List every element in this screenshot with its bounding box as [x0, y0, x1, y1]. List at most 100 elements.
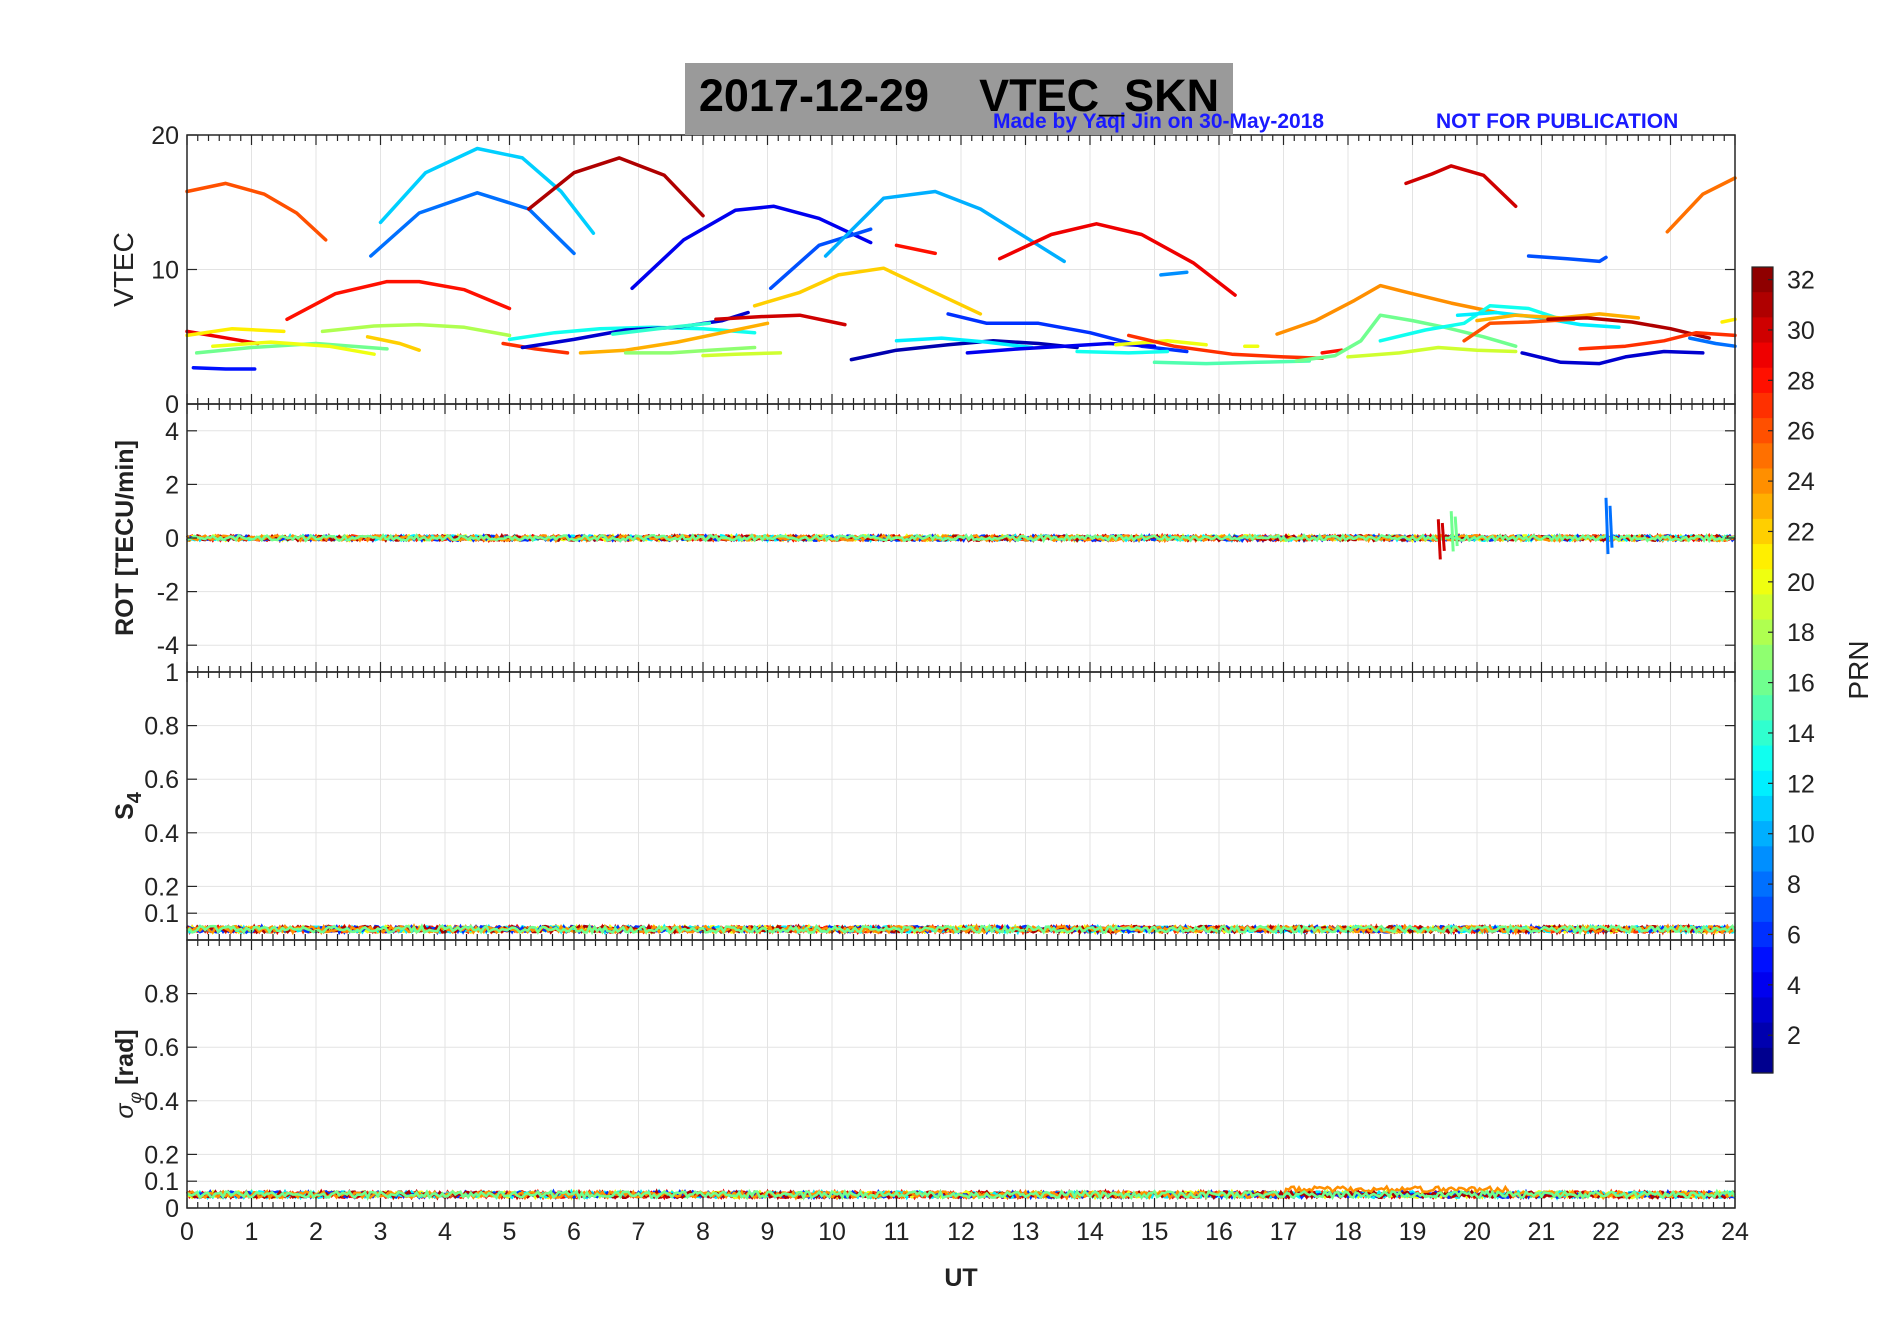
- y-axis-label-s4: S4: [111, 791, 146, 820]
- rot-spike-prn-30: [1436, 519, 1442, 560]
- y-axis-label-sigma: σφ [rad]: [111, 1029, 145, 1118]
- colorbar-tick-label: 28: [1787, 367, 1815, 395]
- vtec-series-prn-15: [1152, 359, 1312, 366]
- x-tick-label: 10: [818, 1218, 846, 1246]
- colorbar-bin: [1752, 267, 1773, 293]
- colorbar-bin: [1752, 569, 1773, 596]
- x-tick-label: 21: [1528, 1218, 1556, 1246]
- colorbar-bin: [1752, 644, 1773, 671]
- x-tick-label: 11: [884, 1218, 910, 1246]
- title-date: 2017-12-29: [698, 70, 930, 121]
- x-tick-label: 5: [503, 1218, 517, 1246]
- x-tick-label: 15: [1141, 1218, 1169, 1246]
- sigma-series-prn-16: [186, 1188, 1737, 1201]
- title-label: VTEC_SKN: [979, 70, 1220, 121]
- vtec-series-prn-8: [369, 191, 576, 258]
- vtec-series-prn-23: [578, 321, 770, 355]
- vtec-series-prn-2: [849, 339, 1079, 362]
- vtec-series-prn-16: [194, 341, 389, 355]
- colorbar-bin: [1752, 770, 1773, 797]
- colorbar-bin: [1752, 292, 1773, 318]
- colorbar-label: PRN: [1843, 640, 1874, 699]
- colorbar-bin: [1752, 392, 1773, 419]
- x-tick-label: 16: [1205, 1218, 1233, 1246]
- vtec-series-prn-21: [1720, 317, 1737, 324]
- y-tick-label-rot: -2: [157, 579, 179, 607]
- colorbar-bin: [1752, 518, 1773, 545]
- x-tick-label: 24: [1721, 1218, 1749, 1246]
- vtec-series-prn-30: [1404, 164, 1518, 209]
- vtec-series-prn-7: [1526, 254, 1608, 264]
- vtec-series-prn-28: [894, 243, 937, 256]
- colorbar-bin: [1752, 544, 1773, 570]
- colorbar-tick-label: 2: [1787, 1022, 1801, 1050]
- x-tick-label: 8: [696, 1218, 710, 1246]
- vtec-series-prn-14: [610, 321, 712, 336]
- vtec-series-prn-9: [1159, 270, 1189, 277]
- vtec-series-prn-20: [211, 340, 376, 356]
- chart-title: 2017-12-29 VTEC_SKN: [685, 70, 1233, 122]
- y-tick-label-sig: 0.8: [144, 981, 179, 1009]
- y-tick-label-vtec: 20: [151, 122, 179, 150]
- y-tick-label-s4: 0.8: [144, 713, 179, 741]
- colorbar-tick-label: 6: [1787, 921, 1801, 949]
- colorbar-bin: [1752, 367, 1773, 394]
- x-tick-label: 12: [947, 1218, 975, 1246]
- colorbar-tick-label: 16: [1787, 670, 1815, 698]
- y-tick-label-sig: 0.6: [144, 1034, 179, 1062]
- y-tick-label-vtec: 10: [151, 257, 179, 285]
- vtec-series-prn-19: [701, 351, 783, 358]
- x-tick-label: 20: [1463, 1218, 1491, 1246]
- y-tick-label-rot: 2: [165, 471, 179, 499]
- vtec-series-prn-17: [623, 345, 757, 355]
- colorbar-tick-label: 24: [1787, 468, 1815, 496]
- colorbar-tick-label: 30: [1787, 317, 1815, 345]
- sigma-series-group: [185, 1184, 1737, 1201]
- vtec-series-prn-27: [1126, 333, 1324, 361]
- title-box: [685, 63, 1233, 135]
- x-tick-label: 9: [761, 1218, 775, 1246]
- vtec-series-prn-30: [714, 313, 847, 327]
- rot-spike-prn-16: [1453, 516, 1459, 547]
- x-tick-label: 19: [1399, 1218, 1427, 1246]
- y-axis-label-rot: ROT [TECU/min]: [111, 440, 139, 636]
- y-axis-label-vtec: VTEC: [108, 232, 139, 307]
- x-tick-label: 22: [1592, 1218, 1620, 1246]
- colorbar-bin: [1752, 846, 1773, 873]
- x-tick-label: 0: [180, 1218, 194, 1246]
- credit-made-by: Made by Yaqi Jin on 30-May-2018: [993, 110, 1325, 133]
- y-tick-label-s4: 0.6: [144, 766, 179, 794]
- vtec-series-prn-19: [1346, 345, 1518, 359]
- vtec-series-prn-10: [823, 189, 1066, 264]
- vtec-series-prn-27: [501, 341, 570, 355]
- colorbar-bin: [1752, 921, 1773, 948]
- rot-spike-prn-16: [1449, 511, 1455, 552]
- x-tick-label: 2: [309, 1218, 323, 1246]
- vtec-series-prn-13: [507, 325, 757, 342]
- colorbar-bin: [1752, 972, 1773, 999]
- colorbar-bin: [1752, 317, 1773, 344]
- x-tick-label: 18: [1334, 1218, 1362, 1246]
- colorbar-bin: [1752, 871, 1773, 898]
- colorbar-frame: [1751, 266, 1774, 1074]
- vtec-series-prn-31: [527, 156, 705, 218]
- x-tick-label: 13: [1012, 1218, 1040, 1246]
- vtec-series-prn-28: [285, 279, 512, 322]
- x-tick-label: 23: [1657, 1218, 1685, 1246]
- x-tick-label: 7: [632, 1218, 646, 1246]
- vtec-series-prn-3: [1520, 349, 1705, 366]
- colorbar-bin: [1752, 997, 1773, 1024]
- vtec-series-prn-8: [1688, 336, 1737, 348]
- vtec-series-group: [185, 146, 1737, 371]
- vtec-series-prn-12: [894, 336, 1034, 350]
- x-tick-label: 3: [374, 1218, 388, 1246]
- rot-series-group: [185, 497, 1736, 560]
- x-tick-label: 1: [245, 1218, 259, 1246]
- vtec-series-prn-5: [191, 365, 257, 371]
- colorbar-tick-label: 8: [1787, 871, 1801, 899]
- colorbar-bin: [1752, 619, 1773, 646]
- colorbar-bin: [1752, 821, 1773, 847]
- colorbar-tick-label: 20: [1787, 569, 1815, 597]
